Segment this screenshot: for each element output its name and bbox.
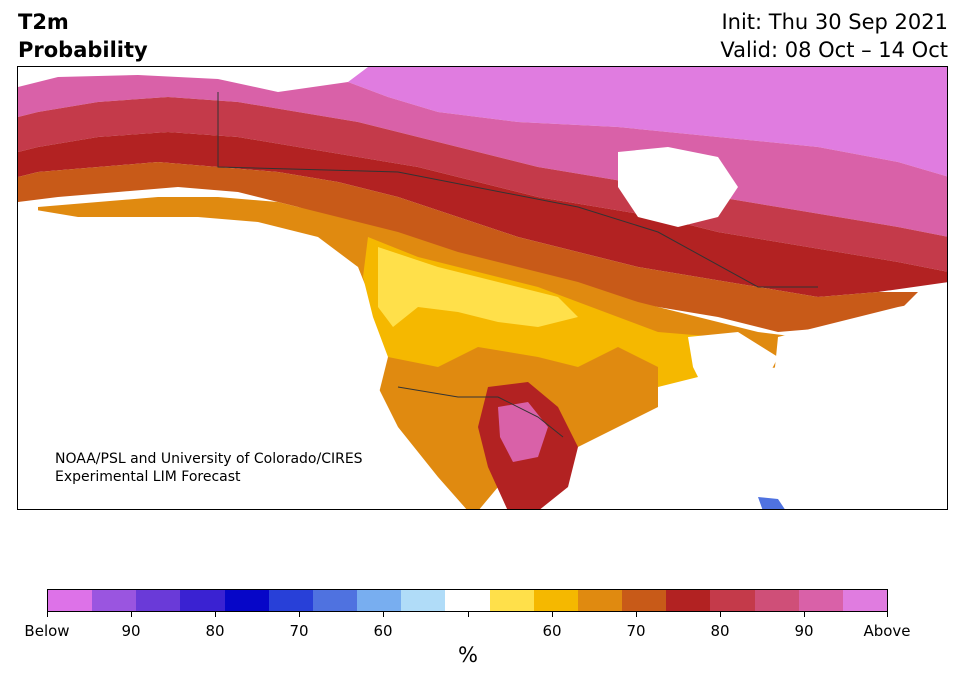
colorbar-swatch bbox=[533, 590, 578, 611]
band-80 bbox=[18, 132, 947, 297]
band-85 bbox=[18, 97, 947, 272]
colorbar-tick-label: Below bbox=[24, 622, 70, 640]
colorbar-tick-label: 60 bbox=[542, 622, 562, 640]
colorbar-swatch bbox=[798, 590, 843, 611]
colorbar-tick bbox=[383, 612, 384, 617]
colorbar-tick-label: Above bbox=[863, 622, 911, 640]
colorbar-swatch bbox=[224, 590, 269, 611]
colorbar-ticks bbox=[47, 612, 888, 620]
colorbar-swatch bbox=[754, 590, 799, 611]
credit-line-1: NOAA/PSL and University of Colorado/CIRE… bbox=[55, 451, 363, 467]
colorbar-swatch bbox=[401, 590, 446, 611]
title-product: Probability bbox=[18, 38, 148, 62]
title-variable: T2m bbox=[18, 10, 69, 34]
colorbar-swatch bbox=[48, 590, 93, 611]
colorbar-tick-label: 80 bbox=[710, 622, 730, 640]
band-southeast-white bbox=[688, 332, 778, 417]
map-title: T2m Probability bbox=[18, 8, 148, 64]
atlantic-ocean bbox=[758, 297, 947, 509]
colorbar-swatch bbox=[666, 590, 711, 611]
credit-line-2: Experimental LIM Forecast bbox=[55, 469, 241, 485]
colorbar-swatch bbox=[357, 590, 402, 611]
hudson-bay bbox=[618, 147, 738, 227]
colorbar-tick bbox=[804, 612, 805, 617]
colorbar-tick bbox=[552, 612, 553, 617]
gulf-of-mexico bbox=[578, 422, 728, 497]
us-mexico-border bbox=[397, 386, 564, 438]
colorbar-swatch bbox=[842, 590, 887, 611]
colorbar-tick-label: 60 bbox=[373, 622, 393, 640]
country-border bbox=[217, 92, 818, 288]
colorbar-tick bbox=[215, 612, 216, 617]
colorbar-tick bbox=[887, 612, 888, 617]
band-above-light bbox=[348, 67, 947, 177]
valid-date: Valid: 08 Oct – 14 Oct bbox=[720, 38, 948, 62]
colorbar-tick bbox=[720, 612, 721, 617]
colorbar-tick-label: 80 bbox=[205, 622, 225, 640]
colorbar-swatch bbox=[622, 590, 667, 611]
probability-map bbox=[17, 66, 948, 510]
colorbar-swatch bbox=[180, 590, 225, 611]
colorbar-tick-label: 70 bbox=[626, 622, 646, 640]
colorbar-tick-label: 90 bbox=[794, 622, 814, 640]
colorbar-tick bbox=[468, 612, 469, 617]
colorbar-tick bbox=[636, 612, 637, 617]
forecast-dates: Init: Thu 30 Sep 2021 Valid: 08 Oct – 14… bbox=[720, 8, 948, 64]
colorbar-units: % bbox=[458, 643, 478, 667]
band-mexico-90 bbox=[498, 402, 548, 462]
colorbar-swatch bbox=[445, 590, 490, 611]
map-canvas bbox=[18, 67, 947, 509]
band-caribbean-blue bbox=[758, 497, 785, 509]
colorbar-tick-label: 70 bbox=[289, 622, 309, 640]
colorbar-tick bbox=[47, 612, 48, 617]
band-55 bbox=[378, 247, 578, 327]
init-date: Init: Thu 30 Sep 2021 bbox=[721, 10, 948, 34]
colorbar-swatch bbox=[136, 590, 181, 611]
colorbar-swatch bbox=[710, 590, 755, 611]
colorbar-tick bbox=[299, 612, 300, 617]
colorbar-swatch bbox=[577, 590, 623, 611]
colorbar-swatch bbox=[92, 590, 137, 611]
colorbar-swatch bbox=[268, 590, 313, 611]
colorbar-swatch bbox=[489, 590, 534, 611]
map-credit: NOAA/PSL and University of Colorado/CIRE… bbox=[55, 450, 363, 486]
colorbar-swatch bbox=[312, 590, 358, 611]
colorbar-tick bbox=[131, 612, 132, 617]
pacific-ocean bbox=[18, 207, 467, 509]
colorbar-tick-label: 90 bbox=[121, 622, 141, 640]
band-70 bbox=[18, 162, 918, 332]
probability-colorbar bbox=[47, 589, 888, 612]
